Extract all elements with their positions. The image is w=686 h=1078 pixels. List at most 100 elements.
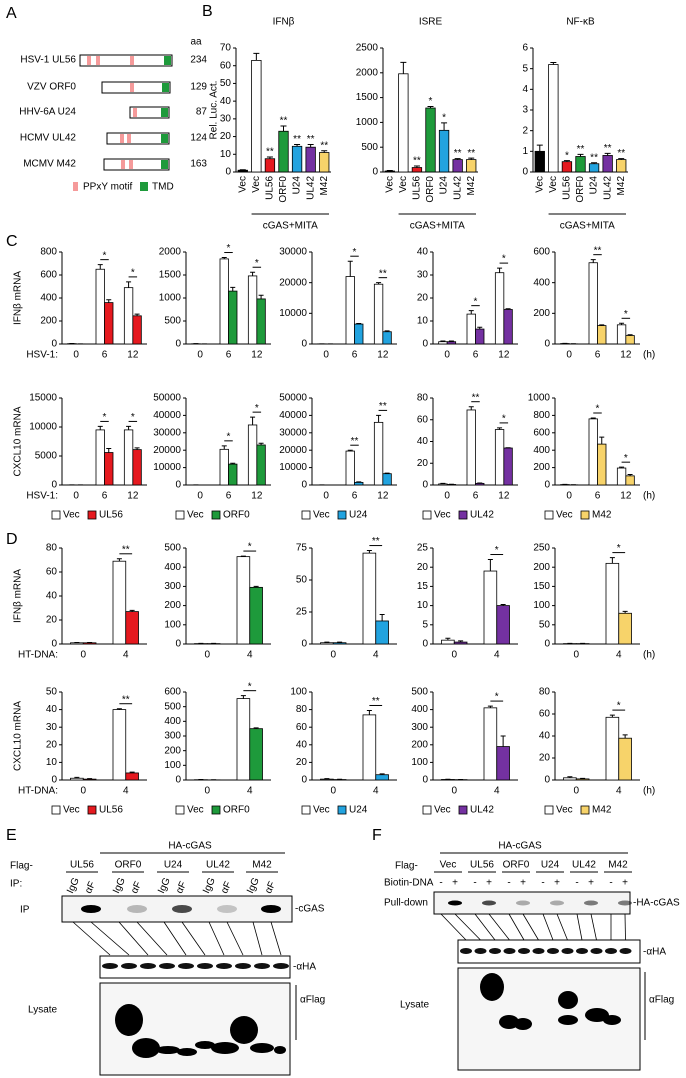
- bar: [452, 159, 463, 173]
- bar: [441, 779, 455, 781]
- significance: **: [472, 392, 480, 403]
- legend-swatch: [51, 805, 61, 815]
- bar: [125, 772, 139, 781]
- legend-swatch: [580, 510, 590, 520]
- y-tick-label: 0: [225, 167, 231, 178]
- protein-length: 163: [190, 159, 207, 170]
- category-label: UL56: [412, 176, 423, 200]
- connector: [226, 921, 244, 956]
- y-tick-label: 1: [522, 146, 528, 157]
- legend-swatch: [87, 510, 97, 520]
- tmd: [164, 56, 171, 65]
- connector: [181, 921, 206, 956]
- row-label: Flag-: [395, 861, 418, 872]
- bar: [320, 642, 334, 645]
- ppxy-motif: [130, 83, 134, 92]
- band: [115, 1004, 143, 1036]
- significance: *: [617, 543, 621, 554]
- chart-title: NF-κB: [566, 17, 595, 28]
- significance: **: [413, 156, 421, 167]
- y-tick-label: 0: [175, 775, 181, 786]
- bar: [82, 642, 97, 645]
- error-bar: [221, 445, 227, 450]
- category-label: UL42: [305, 176, 316, 200]
- bar: [475, 328, 485, 345]
- bar: [475, 482, 485, 486]
- domain-diagrams: [73, 54, 173, 191]
- y-axis-label: IFNβ mRNA: [13, 271, 24, 325]
- construct-label: UL42: [206, 860, 230, 871]
- y-tick-label: 100: [533, 600, 550, 611]
- legend-label: Vec: [187, 510, 204, 521]
- x-tick-label: 0: [80, 786, 86, 797]
- significance: **: [467, 148, 475, 159]
- x-tick-label: 0: [330, 650, 336, 661]
- y-tick-label: 60: [296, 722, 308, 733]
- ppxy-motif: [130, 56, 134, 65]
- y-tick-label: 400: [40, 293, 57, 304]
- band: [273, 963, 289, 969]
- band: [489, 948, 501, 954]
- row-label: IP:: [10, 879, 22, 890]
- chart-title: IFNβ: [273, 17, 295, 28]
- ppxy-motif: [120, 134, 124, 143]
- legend-swatch: [458, 510, 468, 520]
- bar: [249, 728, 263, 781]
- error-bar: [106, 447, 112, 453]
- error-bar: [347, 260, 353, 277]
- y-tick-label: 0: [301, 775, 307, 786]
- panel-label: E: [6, 827, 17, 844]
- x-tick-label: 6: [352, 350, 358, 361]
- bar: [466, 409, 476, 486]
- lane-label: -: [575, 878, 578, 889]
- error-bar: [258, 294, 264, 299]
- error-bar: [536, 144, 543, 152]
- bar: [616, 467, 627, 486]
- band: [550, 900, 564, 906]
- legend-label: M42: [592, 805, 612, 816]
- bar: [104, 302, 114, 345]
- bar: [247, 424, 258, 486]
- category-label: M42: [319, 176, 330, 196]
- connector: [252, 921, 263, 956]
- y-tick-label: 50000: [153, 393, 181, 404]
- legend-label: Vec: [313, 805, 330, 816]
- x-axis-label: HSV-1:: [26, 350, 58, 361]
- y-tick-label: 1000: [528, 393, 551, 404]
- significance: **: [379, 268, 387, 279]
- y-tick-label: 20: [296, 757, 308, 768]
- construct-label: ORF0: [503, 860, 530, 871]
- band: [558, 991, 578, 1009]
- construct-label: M42: [252, 860, 272, 871]
- protein-box: [129, 106, 170, 119]
- y-tick-label: 0: [51, 480, 57, 491]
- bar: [425, 107, 436, 173]
- x-tick-label: 4: [373, 786, 379, 797]
- x-tick-label: 0: [444, 491, 450, 502]
- y-tick-label: 80: [417, 393, 429, 404]
- x-axis-label: HT-DNA:: [18, 650, 58, 661]
- lane-label: -: [473, 878, 476, 889]
- category-label: ORF0: [425, 176, 436, 203]
- y-tick-label: 75: [296, 543, 308, 554]
- band: [217, 905, 237, 913]
- protein-box: [101, 81, 171, 94]
- y-tick-label: 400: [411, 704, 428, 715]
- legend-label: Vec: [556, 805, 573, 816]
- band: [576, 948, 588, 954]
- x-tick-label: 12: [620, 491, 632, 502]
- bar: [132, 449, 142, 486]
- x-tick-label: 0: [573, 650, 579, 661]
- lane-label: -: [609, 878, 612, 889]
- lane-label: αF: [129, 880, 144, 895]
- connector: [624, 913, 626, 941]
- y-tick-label: 600: [40, 270, 57, 281]
- error-bar: [97, 264, 103, 270]
- bar: [354, 481, 364, 486]
- y-tick-label: 0: [301, 339, 307, 350]
- legend-label: UL42: [470, 510, 494, 521]
- bar: [382, 473, 392, 486]
- lane-label: αF: [263, 880, 278, 895]
- lane-label: +: [554, 878, 560, 889]
- band-label: αFlag: [649, 995, 674, 1006]
